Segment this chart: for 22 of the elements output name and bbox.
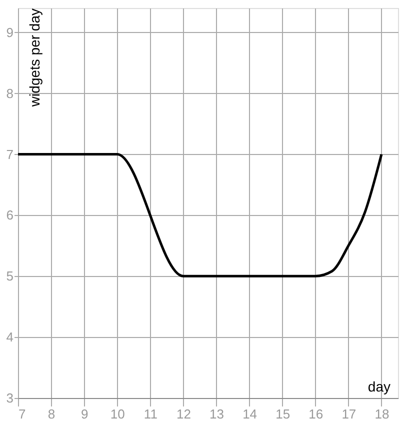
x-tick-label: 11 (144, 406, 158, 422)
y-tick-label: 4 (6, 330, 14, 345)
x-tick-label: 15 (276, 406, 290, 422)
x-tick-label: 10 (110, 406, 125, 422)
x-tick-label: 8 (48, 406, 56, 422)
x-tick-label: 7 (18, 406, 26, 422)
y-axis-title: widgets per day (26, 8, 42, 108)
x-tick-label: 18 (374, 406, 390, 422)
y-tick-label: 6 (6, 208, 14, 223)
y-tick-label: 8 (6, 86, 14, 101)
y-tick-label: 3 (6, 390, 14, 406)
x-tick-label: 13 (210, 406, 224, 422)
x-tick-label: 12 (176, 406, 191, 422)
y-tick-label: 5 (6, 268, 14, 284)
x-tick-label: 17 (342, 406, 356, 422)
y-tick-label: 9 (6, 24, 14, 40)
y-tick-label: 7 (6, 146, 14, 162)
x-axis-title: day (368, 378, 390, 394)
x-tick-label: 9 (80, 406, 88, 422)
x-tick-label: 14 (242, 406, 258, 422)
line-series (16, 153, 383, 278)
x-tick-label: 16 (308, 406, 324, 422)
